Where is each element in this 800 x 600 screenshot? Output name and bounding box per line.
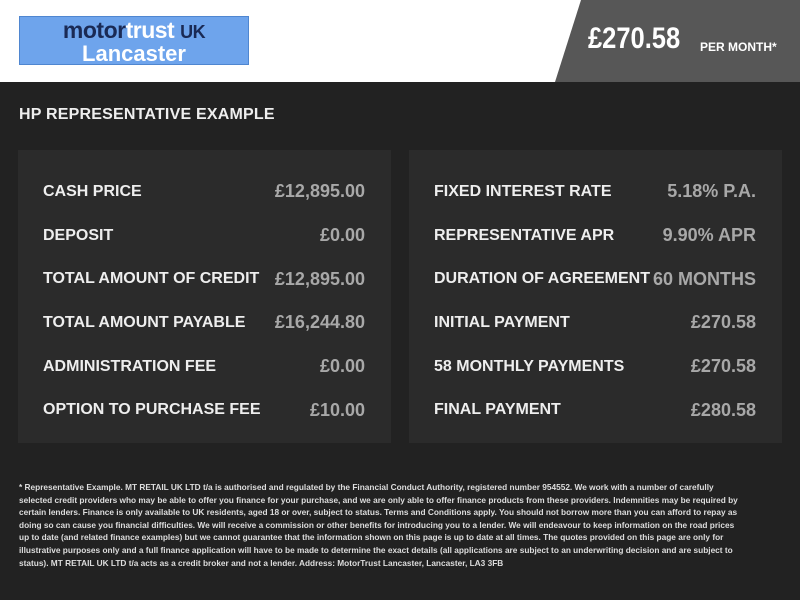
row-value: 5.18% P.A.	[667, 181, 756, 202]
monthly-price: £270.58	[588, 22, 681, 55]
logo-word-uk: UK	[180, 22, 206, 42]
price-banner	[555, 0, 800, 82]
row-value: 60 MONTHS	[652, 268, 756, 289]
finance-row: DURATION OF AGREEMENT 60 MONTHS	[434, 257, 756, 301]
row-label: INITIAL PAYMENT	[434, 313, 570, 331]
row-value: £0.00	[319, 356, 365, 377]
row-value: £12,895.00	[274, 268, 365, 289]
row-value: £10.00	[309, 399, 365, 420]
row-value: £280.58	[690, 399, 756, 420]
finance-row: 58 MONTHLY PAYMENTS £270.58	[434, 345, 756, 389]
row-value: £0.00	[319, 225, 365, 246]
finance-row: OPTION TO PURCHASE FEE £10.00	[43, 388, 365, 432]
logo-word-trust: trust	[125, 17, 175, 43]
row-label: TOTAL AMOUNT OF CREDIT	[43, 270, 260, 288]
logo-word-motor: motor	[62, 17, 126, 43]
row-value: £270.58	[690, 356, 756, 377]
finance-panel-left: CASH PRICE £12,895.00 DEPOSIT £0.00 TOTAL …	[18, 150, 391, 443]
row-label: 58 MONTHLY PAYMENTS	[434, 357, 625, 375]
row-value: £12,895.00	[274, 181, 365, 202]
finance-row: TOTAL AMOUNT PAYABLE £16,244.80	[43, 301, 365, 345]
dealer-logo[interactable]: motortrust UK Lancaster	[19, 16, 249, 65]
finance-row: FINAL PAYMENT £280.58	[434, 388, 756, 432]
finance-row: CASH PRICE £12,895.00	[43, 170, 365, 214]
finance-row: INITIAL PAYMENT £270.58	[434, 301, 756, 345]
per-month-label: PER MONTH*	[700, 40, 777, 54]
row-label: CASH PRICE	[43, 182, 142, 200]
section-title: HP REPRESENTATIVE EXAMPLE	[19, 106, 275, 123]
row-label: ADMINISTRATION FEE	[43, 357, 217, 375]
finance-panel-right: FIXED INTEREST RATE 5.18% P.A. REPRESENTA…	[409, 150, 782, 443]
finance-row: DEPOSIT £0.00	[43, 214, 365, 258]
row-value: 9.90% APR	[662, 225, 756, 246]
row-label: FINAL PAYMENT	[434, 401, 561, 419]
disclaimer-text: * Representative Example. MT RETAIL UK L…	[19, 482, 738, 568]
finance-row: FIXED INTEREST RATE 5.18% P.A.	[434, 170, 756, 214]
logo-location: Lancaster	[82, 41, 186, 66]
row-label: DEPOSIT	[43, 226, 114, 244]
row-label: TOTAL AMOUNT PAYABLE	[43, 313, 246, 331]
row-value: £270.58	[690, 312, 756, 333]
finance-row: REPRESENTATIVE APR 9.90% APR	[434, 214, 756, 258]
row-label: OPTION TO PURCHASE FEE	[43, 401, 261, 419]
row-label: DURATION OF AGREEMENT	[434, 270, 650, 288]
header: motortrust UK Lancaster £270.58 PER MONT…	[0, 0, 800, 82]
row-label: REPRESENTATIVE APR	[434, 226, 615, 244]
row-value: £16,244.80	[274, 312, 365, 333]
finance-row: TOTAL AMOUNT OF CREDIT £12,895.00	[43, 257, 365, 301]
row-label: FIXED INTEREST RATE	[434, 182, 612, 200]
finance-row: ADMINISTRATION FEE £0.00	[43, 345, 365, 389]
